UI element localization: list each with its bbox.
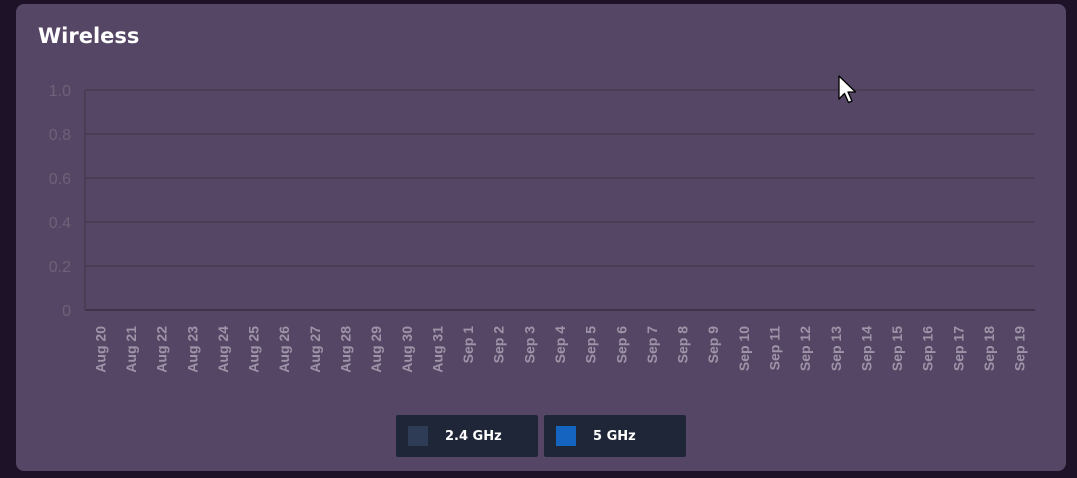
x-tick-label: Sep 6 (613, 326, 629, 364)
legend-label: 2.4 GHz (445, 428, 502, 444)
x-tick-label: Sep 3 (521, 326, 537, 364)
x-tick-label: Sep 15 (889, 326, 905, 371)
x-tick-label: Aug 20 (92, 326, 108, 373)
y-tick-label: 0.8 (49, 127, 71, 144)
y-tick-label: 0.2 (49, 259, 71, 276)
x-tick-label: Aug 31 (429, 326, 445, 373)
x-tick-label: Aug 28 (337, 326, 353, 373)
x-tick-label: Sep 2 (491, 326, 507, 364)
y-tick-label: 0 (62, 303, 71, 320)
x-tick-label: Aug 27 (307, 326, 323, 373)
card-title: Wireless (38, 24, 140, 48)
y-tick-label: 0.6 (49, 171, 71, 188)
legend-label: 5 GHz (593, 428, 636, 444)
x-tick-label: Sep 18 (981, 326, 997, 371)
x-tick-label: Aug 21 (123, 326, 139, 373)
legend-swatch (408, 426, 428, 446)
x-tick-label: Sep 12 (797, 326, 813, 371)
x-tick-label: Sep 16 (920, 326, 936, 371)
y-tick-label: 1.0 (49, 83, 71, 100)
x-tick-label: Sep 13 (828, 326, 844, 371)
x-tick-label: Sep 1 (460, 326, 476, 364)
chart-legend: 2.4 GHz 5 GHz (396, 415, 686, 457)
x-tick-label: Aug 26 (276, 326, 292, 373)
wireless-card: Wireless 0 0.2 0.4 0.6 0.8 1.0 Aug 20 Aug 21 Aug… (16, 4, 1066, 471)
x-tick-label: Aug 23 (184, 326, 200, 373)
y-tick-label: 0.4 (49, 215, 71, 232)
x-tick-label: Sep 10 (736, 326, 752, 371)
x-tick-label: Aug 29 (368, 326, 384, 373)
x-tick-label: Aug 22 (154, 326, 170, 373)
legend-swatch (556, 426, 576, 446)
x-tick-label: Sep 17 (950, 326, 966, 371)
x-tick-label: Aug 30 (399, 326, 415, 373)
x-tick-label: Sep 4 (552, 326, 568, 364)
x-tick-label: Sep 5 (583, 326, 599, 364)
x-tick-label: Sep 7 (644, 326, 660, 364)
x-tick-label: Sep 8 (675, 326, 691, 364)
wireless-chart: 0 0.2 0.4 0.6 0.8 1.0 Aug 20 Aug 21 Aug 22 Aug 23… (49, 83, 1035, 373)
x-tick-label: Sep 19 (1012, 326, 1028, 371)
x-tick-label: Sep 14 (858, 326, 874, 371)
x-tick-label: Sep 11 (767, 326, 783, 371)
legend-item[interactable]: 2.4 GHz (396, 415, 538, 457)
legend-item[interactable]: 5 GHz (544, 415, 686, 457)
x-tick-label: Sep 9 (705, 326, 721, 364)
x-tick-label: Aug 24 (215, 326, 231, 373)
x-tick-label: Aug 25 (246, 326, 262, 373)
